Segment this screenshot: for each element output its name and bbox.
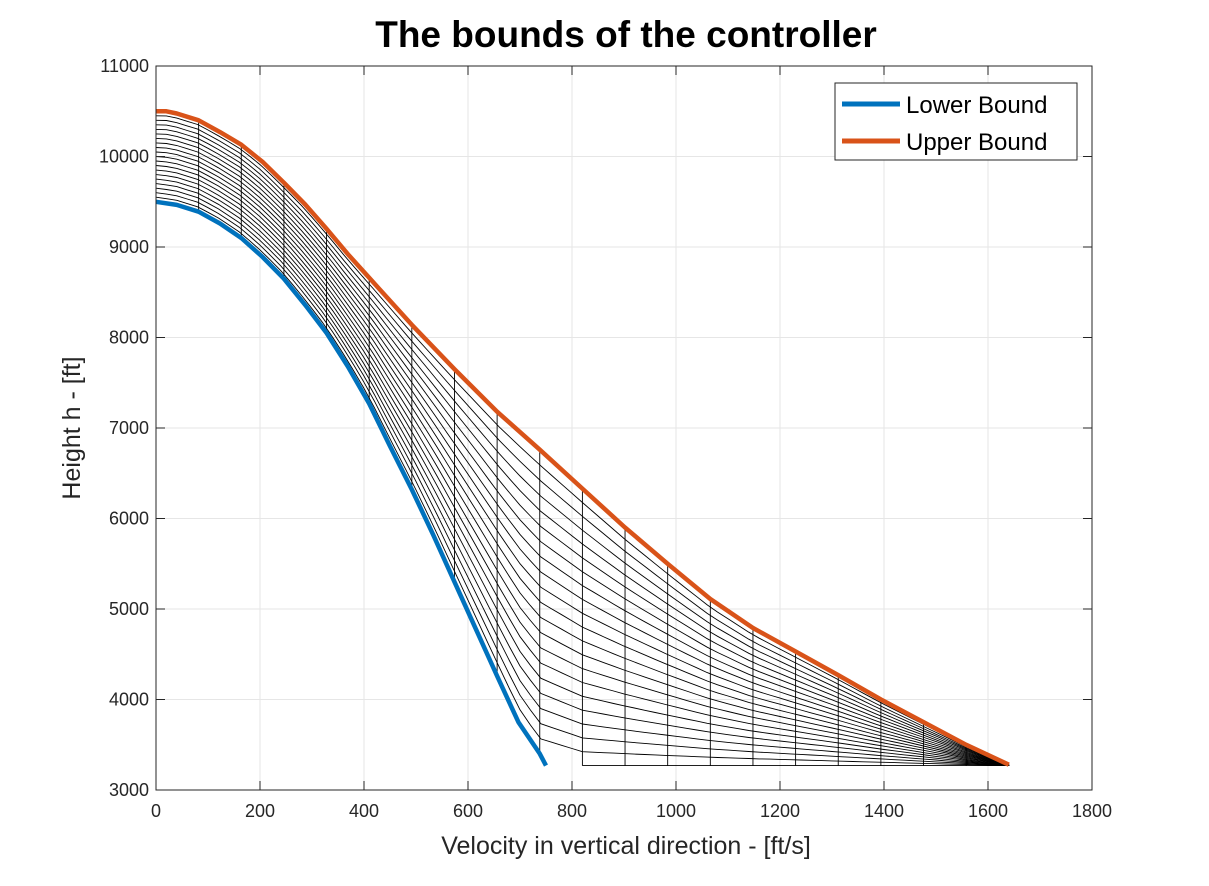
series-line-upper-bound — [156, 109, 1010, 767]
mesh-level-line — [155, 124, 1010, 766]
x-tick-label: 1000 — [656, 801, 696, 821]
mesh-level-line — [155, 147, 1010, 766]
x-tick-label: 1400 — [864, 801, 904, 821]
y-axis-label: Height h - [ft] — [58, 356, 86, 499]
mesh-level-line — [155, 183, 1010, 766]
x-tick-label: 1800 — [1072, 801, 1112, 821]
mesh-level-line — [155, 165, 1010, 766]
y-tick-label: 9000 — [109, 237, 149, 257]
y-tick-label: 4000 — [109, 690, 149, 710]
legend-label-upper-bound: Upper Bound — [906, 129, 1047, 156]
chart-title: The bounds of the controller — [375, 14, 877, 55]
y-tick-label: 7000 — [109, 418, 149, 438]
mesh-level-line — [155, 174, 1010, 766]
mesh-level-line — [155, 169, 1010, 766]
x-axis-label: Velocity in vertical direction - [ft/s] — [441, 832, 811, 860]
x-tick-label: 400 — [349, 801, 379, 821]
y-tick-label: 6000 — [109, 509, 149, 529]
mesh-level-line — [155, 160, 1010, 766]
mesh-level-line — [155, 133, 1010, 766]
x-tick-label: 0 — [151, 801, 161, 821]
series-line-lower-bound — [155, 199, 548, 767]
series-layer — [155, 109, 1010, 767]
legend: Lower Bound Upper Bound — [834, 82, 1078, 161]
x-tick-label: 1200 — [760, 801, 800, 821]
mesh-level-line — [155, 156, 1010, 766]
mesh-level-line — [155, 142, 1010, 766]
x-tick-label: 1600 — [968, 801, 1008, 821]
legend-box — [834, 82, 1078, 161]
mesh-layer — [155, 115, 1010, 767]
y-tick-label: 3000 — [109, 780, 149, 800]
mesh-level-line — [155, 128, 1010, 766]
mesh-level-line — [155, 178, 1010, 766]
mesh-level-line — [155, 196, 1010, 766]
y-tick-label: 10000 — [99, 147, 149, 167]
mesh-level-line — [155, 137, 1010, 766]
grid-layer — [155, 65, 1093, 791]
mesh-level-line — [155, 187, 1010, 766]
y-tick-label: 8000 — [109, 328, 149, 348]
x-tick-label: 600 — [453, 801, 483, 821]
mesh-level-line — [155, 119, 1010, 766]
mesh-level-line — [155, 151, 1010, 766]
y-tick-label: 11000 — [100, 56, 149, 76]
x-tick-label: 200 — [245, 801, 275, 821]
y-tick-label: 5000 — [109, 599, 149, 619]
mesh-level-line — [155, 192, 1010, 766]
ticks-layer: 0 200 400 600 800 1000 1200 1400 1600 1800 3000 400… — [99, 56, 1112, 821]
legend-label-lower-bound: Lower Bound — [906, 92, 1047, 119]
x-tick-label: 800 — [557, 801, 587, 821]
